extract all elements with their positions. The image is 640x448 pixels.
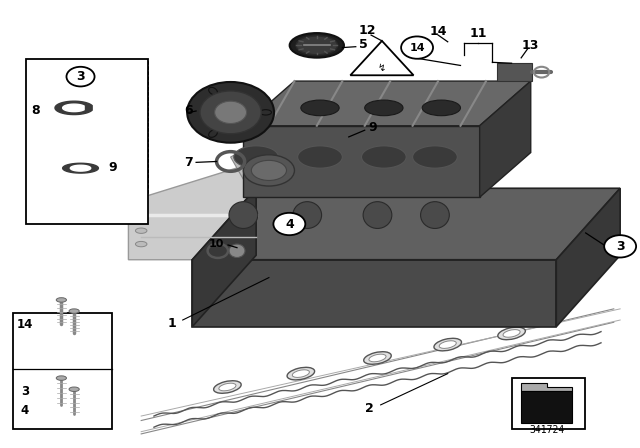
- Circle shape: [200, 91, 261, 134]
- Polygon shape: [70, 165, 91, 171]
- Ellipse shape: [363, 202, 392, 228]
- Ellipse shape: [498, 327, 525, 340]
- Text: 5: 5: [359, 38, 368, 51]
- Ellipse shape: [252, 160, 287, 181]
- Ellipse shape: [296, 36, 337, 55]
- Ellipse shape: [369, 354, 386, 362]
- Ellipse shape: [364, 352, 391, 364]
- Bar: [511, 378, 585, 430]
- Ellipse shape: [229, 244, 245, 258]
- Polygon shape: [350, 41, 413, 75]
- Text: 12: 12: [358, 24, 376, 37]
- Polygon shape: [479, 81, 531, 197]
- Ellipse shape: [209, 130, 218, 138]
- Polygon shape: [192, 188, 256, 327]
- Text: ↯: ↯: [378, 63, 386, 73]
- Ellipse shape: [136, 201, 147, 207]
- Ellipse shape: [287, 367, 315, 380]
- Polygon shape: [192, 188, 620, 260]
- Ellipse shape: [69, 387, 79, 392]
- Ellipse shape: [362, 146, 406, 168]
- Circle shape: [214, 101, 246, 124]
- Ellipse shape: [56, 297, 67, 302]
- Text: 11: 11: [470, 27, 487, 40]
- Ellipse shape: [298, 146, 342, 168]
- Ellipse shape: [69, 309, 79, 313]
- Circle shape: [401, 36, 433, 59]
- Circle shape: [273, 213, 305, 235]
- Bar: [26, 59, 148, 224]
- Text: 4: 4: [21, 404, 29, 417]
- Text: 6: 6: [184, 103, 193, 116]
- Ellipse shape: [243, 155, 294, 186]
- Text: 13: 13: [522, 39, 540, 52]
- Ellipse shape: [234, 146, 278, 168]
- Ellipse shape: [439, 341, 456, 349]
- Ellipse shape: [260, 110, 271, 115]
- Text: 3: 3: [76, 70, 85, 83]
- Ellipse shape: [365, 100, 403, 116]
- Polygon shape: [243, 126, 479, 197]
- Ellipse shape: [503, 330, 520, 337]
- Text: 4: 4: [285, 217, 294, 231]
- Polygon shape: [521, 383, 572, 392]
- Polygon shape: [556, 188, 620, 327]
- Circle shape: [187, 82, 274, 143]
- Ellipse shape: [420, 202, 449, 228]
- Ellipse shape: [434, 338, 461, 351]
- Ellipse shape: [422, 100, 461, 116]
- Text: 10: 10: [208, 239, 223, 249]
- Ellipse shape: [290, 33, 344, 58]
- Ellipse shape: [136, 228, 147, 233]
- Text: 3: 3: [616, 240, 625, 253]
- Polygon shape: [129, 166, 269, 260]
- Text: 3: 3: [21, 385, 29, 398]
- Ellipse shape: [219, 383, 236, 391]
- Text: 1: 1: [168, 317, 176, 330]
- Ellipse shape: [229, 202, 258, 228]
- Text: 14: 14: [17, 318, 33, 331]
- Polygon shape: [63, 104, 84, 112]
- Polygon shape: [521, 392, 572, 423]
- Ellipse shape: [301, 100, 339, 116]
- Ellipse shape: [292, 370, 309, 377]
- Ellipse shape: [136, 215, 147, 220]
- Circle shape: [604, 235, 636, 258]
- Text: 14: 14: [409, 43, 425, 52]
- Text: 2: 2: [365, 402, 374, 415]
- Polygon shape: [63, 163, 99, 173]
- Bar: [13, 313, 113, 430]
- Ellipse shape: [56, 376, 67, 380]
- Ellipse shape: [214, 381, 241, 393]
- Ellipse shape: [413, 146, 458, 168]
- Polygon shape: [55, 101, 92, 115]
- Circle shape: [67, 67, 95, 86]
- Polygon shape: [192, 260, 556, 327]
- Text: 9: 9: [108, 161, 116, 174]
- Text: 14: 14: [429, 25, 447, 38]
- Text: 8: 8: [31, 103, 40, 116]
- Polygon shape: [230, 144, 288, 179]
- Ellipse shape: [136, 241, 147, 247]
- Ellipse shape: [293, 202, 321, 228]
- Bar: [497, 63, 532, 81]
- Text: 7: 7: [184, 156, 193, 169]
- Polygon shape: [243, 81, 531, 126]
- Text: 9: 9: [369, 121, 378, 134]
- Text: 341724: 341724: [529, 425, 564, 435]
- Ellipse shape: [209, 87, 218, 95]
